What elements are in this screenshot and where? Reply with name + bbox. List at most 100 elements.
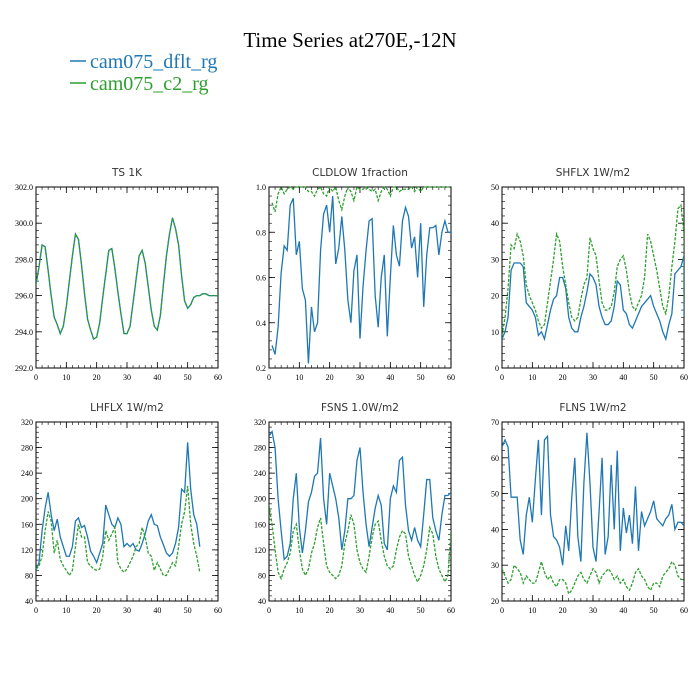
y-tick-label: 30	[491, 255, 499, 264]
x-tick-label: 30	[123, 373, 131, 382]
x-tick-label: 50	[417, 606, 425, 615]
panel-title-shflx: SHFLX 1W/m2	[556, 167, 631, 179]
y-tick-label: 80	[25, 571, 33, 580]
panel-title-flns: FLNS 1W/m2	[559, 402, 626, 414]
x-tick-label: 30	[589, 606, 597, 615]
y-tick-label: 160	[21, 520, 33, 529]
panel-lhflx: LHFLX 1W/m2 0 10 20 30 40 50 60 40 80 120 160 200 240…	[21, 402, 222, 615]
panel-title-lhflx: LHFLX 1W/m2	[90, 402, 164, 414]
y-tick-label: 60	[491, 454, 499, 463]
y-tick-label: 0.8	[256, 228, 266, 237]
x-tick-label: 60	[214, 373, 222, 382]
series-line-fsns-c2	[269, 505, 451, 584]
x-tick-label: 60	[214, 606, 222, 615]
panel-grid: TS 1K 0 10 20 30 40 50 60 292.0 294.0 296.0 298.0 30…	[15, 167, 688, 615]
y-tick-label: 1.0	[256, 183, 266, 192]
series-line-lhflx-dflt	[36, 442, 201, 571]
x-tick-label: 50	[650, 373, 658, 382]
y-tick-label: 40	[491, 219, 499, 228]
x-tick-label: 40	[153, 373, 161, 382]
panel-shflx: SHFLX 1W/m2 0 10 20 30 40 50 60 0 10 20 30 40 50	[491, 167, 688, 382]
x-tick-label: 50	[184, 373, 192, 382]
plot-frame-cldlow	[268, 186, 452, 369]
x-tick-label: 30	[589, 373, 597, 382]
y-tick-label: 30	[491, 561, 499, 570]
y-tick-label: 0	[495, 364, 499, 373]
x-tick-label: 50	[417, 373, 425, 382]
y-tick-label: 200	[254, 495, 266, 504]
x-tick-label: 10	[528, 373, 536, 382]
y-tick-label: 300.0	[15, 219, 33, 228]
series-line-ts-c2	[36, 217, 218, 341]
y-tick-label: 40	[25, 597, 33, 606]
x-tick-label: 0	[500, 373, 504, 382]
y-tick-label: 280	[254, 444, 266, 453]
series-line-cldlow-dflt	[271, 195, 451, 364]
x-tick-label: 0	[34, 606, 38, 615]
series-line-cldlow-c2	[271, 186, 451, 213]
panel-title-ts: TS 1K	[111, 167, 143, 179]
x-tick-label: 10	[295, 606, 303, 615]
y-tick-label: 292.0	[15, 364, 33, 373]
panel-fsns: FSNS 1.0W/m2 0 10 20 30 40 50 60 40 80 120 160 200 24…	[254, 402, 455, 615]
x-tick-label: 20	[93, 606, 101, 615]
x-tick-label: 20	[93, 373, 101, 382]
x-tick-label: 30	[123, 606, 131, 615]
plot-frame-lhflx	[35, 421, 219, 602]
legend: cam075_dflt_rg cam075_c2_rg	[70, 51, 217, 95]
panel-cldlow: CLDLOW 1fraction 0 10 20 30 40 50 60 0.2 0.4 0.6 0.…	[256, 167, 455, 382]
y-tick-label: 80	[258, 571, 266, 580]
x-tick-label: 0	[267, 606, 271, 615]
y-tick-label: 240	[254, 469, 266, 478]
y-tick-label: 0.6	[256, 274, 266, 283]
panel-title-fsns: FSNS 1.0W/m2	[321, 402, 399, 414]
x-tick-label: 10	[62, 606, 70, 615]
x-tick-label: 0	[267, 373, 271, 382]
panel-title-cldlow: CLDLOW 1fraction	[312, 167, 408, 179]
y-tick-label: 160	[254, 520, 266, 529]
y-tick-label: 50	[491, 490, 499, 499]
plot-frame-flns	[501, 421, 685, 602]
x-tick-label: 40	[386, 606, 394, 615]
x-tick-label: 20	[559, 606, 567, 615]
y-tick-label: 280	[21, 444, 33, 453]
y-tick-label: 40	[258, 597, 266, 606]
series-line-fsns-dflt	[269, 429, 451, 561]
series-line-flns-c2	[502, 559, 684, 596]
x-tick-label: 10	[295, 373, 303, 382]
x-tick-label: 0	[500, 606, 504, 615]
y-tick-label: 298.0	[15, 255, 33, 264]
y-tick-label: 320	[21, 418, 33, 427]
x-tick-label: 0	[34, 373, 38, 382]
y-tick-label: 200	[21, 495, 33, 504]
x-tick-label: 40	[386, 373, 394, 382]
x-tick-label: 40	[619, 373, 627, 382]
legend-label-c2: cam075_c2_rg	[90, 73, 209, 95]
x-tick-label: 60	[447, 373, 455, 382]
y-tick-label: 302.0	[15, 183, 33, 192]
y-tick-label: 0.4	[256, 319, 266, 328]
x-tick-label: 10	[62, 373, 70, 382]
x-tick-label: 30	[356, 373, 364, 382]
x-tick-label: 40	[153, 606, 161, 615]
series-line-shflx-dflt	[502, 255, 684, 342]
series-line-shflx-c2	[502, 203, 684, 336]
panel-ts: TS 1K 0 10 20 30 40 50 60 292.0 294.0 296.0 298.0 30…	[15, 167, 222, 382]
x-tick-label: 50	[184, 606, 192, 615]
series-line-lhflx-c2	[36, 485, 201, 577]
y-tick-label: 10	[491, 328, 499, 337]
x-tick-label: 20	[559, 373, 567, 382]
y-tick-label: 50	[491, 183, 499, 192]
y-tick-label: 20	[491, 292, 499, 301]
y-tick-label: 120	[254, 546, 266, 555]
y-tick-label: 240	[21, 469, 33, 478]
x-tick-label: 10	[528, 606, 536, 615]
plot-frame-ts	[35, 186, 219, 369]
y-tick-label: 294.0	[15, 328, 33, 337]
y-tick-label: 296.0	[15, 292, 33, 301]
y-tick-label: 40	[491, 525, 499, 534]
x-tick-label: 20	[326, 606, 334, 615]
panel-flns: FLNS 1W/m2 0 10 20 30 40 50 60 20 30 40 50 60 70	[491, 402, 688, 615]
y-tick-label: 0.2	[256, 364, 266, 373]
legend-label-dflt: cam075_dflt_rg	[90, 51, 217, 73]
